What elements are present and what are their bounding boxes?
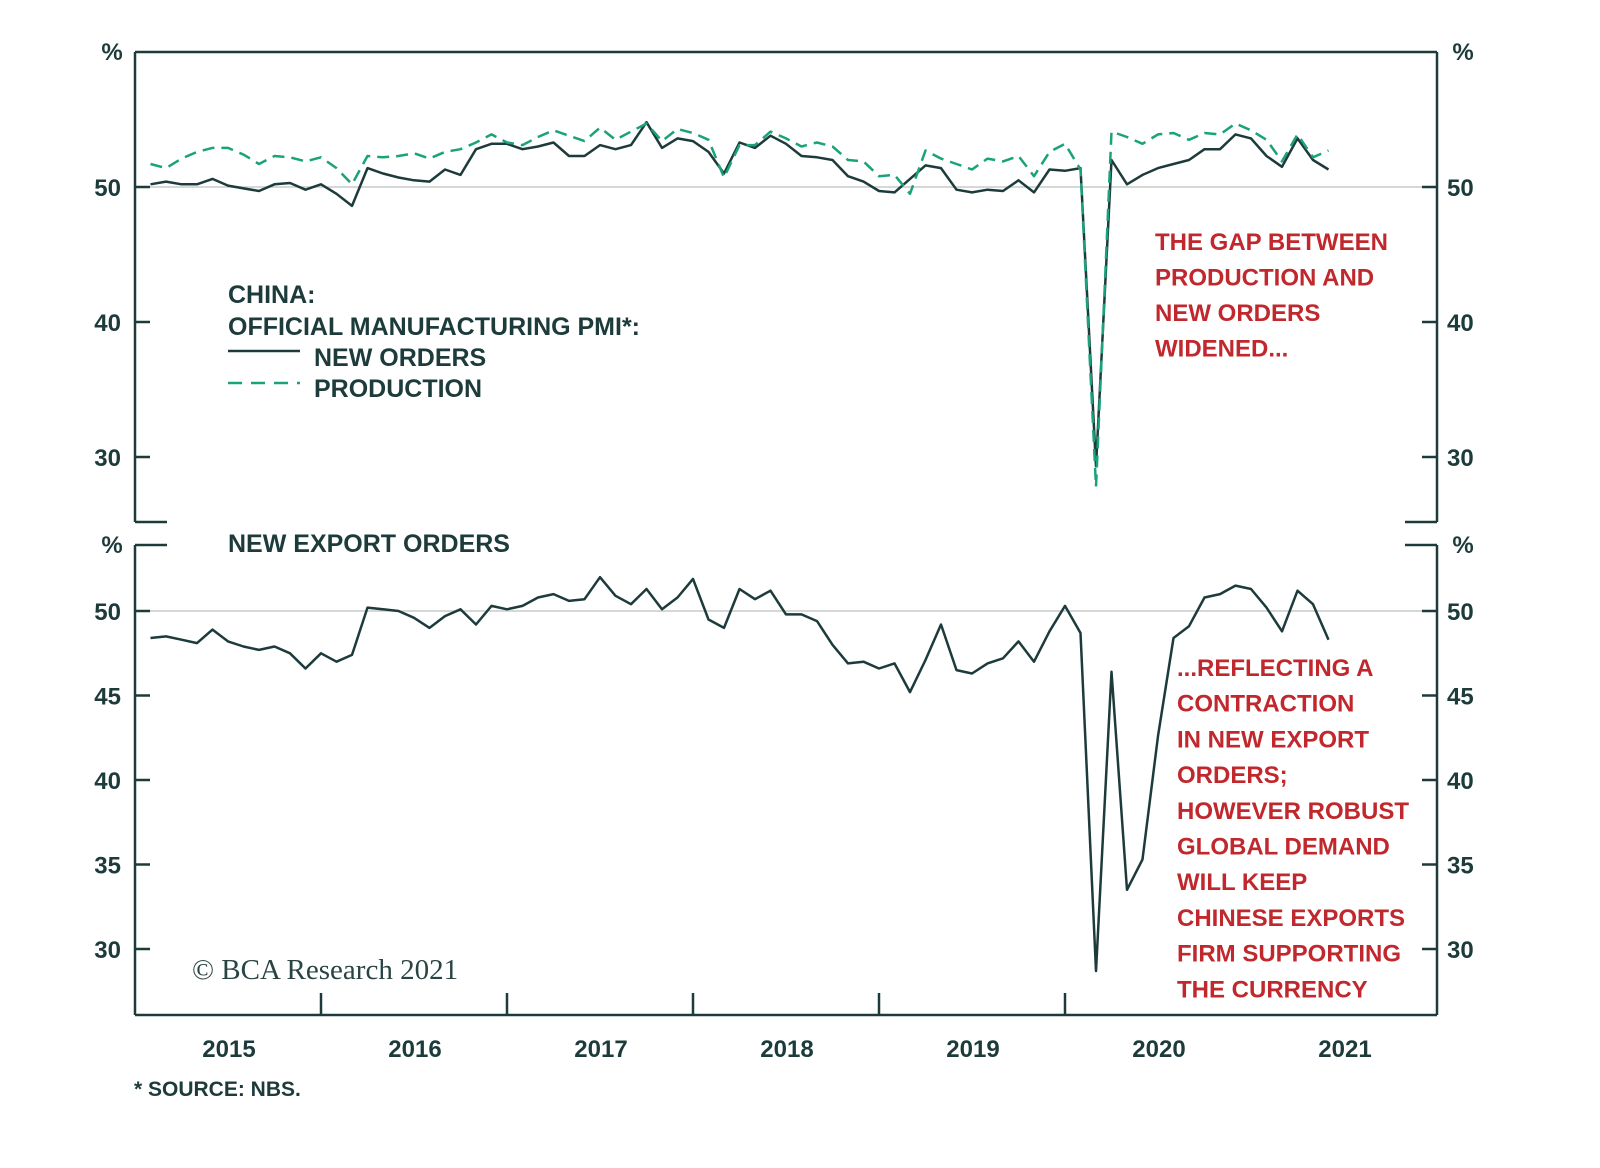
annotation-line: ...REFLECTING A: [1177, 655, 1373, 682]
y-tick-label-right: 30: [1447, 445, 1474, 472]
annotation-line: THE GAP BETWEEN: [1155, 229, 1388, 256]
bottom-left-unit: %: [101, 532, 122, 559]
y-tick-label-left: 30: [94, 445, 121, 472]
x-tick-label: 2018: [760, 1036, 813, 1063]
y-tick-label-right: 45: [1447, 684, 1474, 711]
annotation-line: CHINESE EXPORTS: [1177, 905, 1405, 932]
legend-label-new-orders: NEW ORDERS: [314, 344, 486, 372]
legend-subtitle: OFFICIAL MANUFACTURING PMI*:: [228, 313, 640, 341]
series-line-new-orders: [150, 120, 1330, 468]
annotation-line: WILL KEEP: [1177, 869, 1307, 896]
series-line-new-export-orders: [150, 575, 1330, 973]
source-note: * SOURCE: NBS.: [134, 1078, 301, 1101]
series-line-production: [150, 122, 1330, 488]
y-tick-label-right: 35: [1447, 853, 1474, 880]
annotation-line: NEW ORDERS: [1155, 300, 1320, 327]
bottom-panel-title: NEW EXPORT ORDERS: [228, 530, 510, 558]
y-tick-label-right: 30: [1447, 937, 1474, 964]
y-tick-label-right: 50: [1447, 599, 1474, 626]
annotation-line: PRODUCTION AND: [1155, 265, 1374, 292]
bottom-right-unit: %: [1452, 532, 1473, 559]
annotation-line: WIDENED...: [1155, 336, 1288, 363]
chart-marks: [150, 120, 1330, 973]
x-tick-label: 2015: [202, 1036, 255, 1063]
y-tick-label-right: 50: [1447, 175, 1474, 202]
x-tick-label: 2020: [1132, 1036, 1185, 1063]
annotation-line: FIRM SUPPORTING: [1177, 941, 1401, 968]
y-tick-label-left: 50: [94, 599, 121, 626]
annotation-top: THE GAP BETWEEN PRODUCTION AND NEW ORDERS W…: [1155, 229, 1388, 363]
y-tick-label-left: 35: [94, 853, 121, 880]
y-tick-label-left: 40: [94, 310, 121, 337]
y-tick-label-left: 40: [94, 768, 121, 795]
y-tick-label-left: 50: [94, 175, 121, 202]
top-left-unit: %: [101, 39, 122, 66]
y-tick-label-left: 45: [94, 684, 121, 711]
x-tick-label: 2019: [946, 1036, 999, 1063]
y-tick-label-right: 40: [1447, 768, 1474, 795]
annotation-line: ORDERS;: [1177, 762, 1288, 789]
annotation-line: CONTRACTION: [1177, 691, 1354, 718]
annotation-line: HOWEVER ROBUST: [1177, 798, 1409, 825]
top-right-unit: %: [1452, 39, 1473, 66]
y-tick-label-left: 30: [94, 937, 121, 964]
y-tick-label-right: 40: [1447, 310, 1474, 337]
x-tick-label: 2021: [1318, 1036, 1371, 1063]
legend-label-production: PRODUCTION: [314, 375, 482, 403]
annotation-line: THE CURRENCY: [1177, 976, 1368, 1003]
annotation-bottom: ...REFLECTING A CONTRACTION IN NEW EXPORT O…: [1177, 655, 1409, 1003]
legend-title: CHINA:: [228, 281, 316, 309]
x-tick-label: 2017: [574, 1036, 627, 1063]
copyright-logo: © BCA Research 2021: [192, 954, 458, 986]
x-tick-label: 2016: [388, 1036, 441, 1063]
chart-frame: 30 30 40 40 50 50 30 30 35 35 40 40 45 45 50 50 2015 2016…: [94, 50, 1474, 1063]
annotation-line: GLOBAL DEMAND: [1177, 834, 1390, 861]
annotation-line: IN NEW EXPORT: [1177, 726, 1369, 753]
